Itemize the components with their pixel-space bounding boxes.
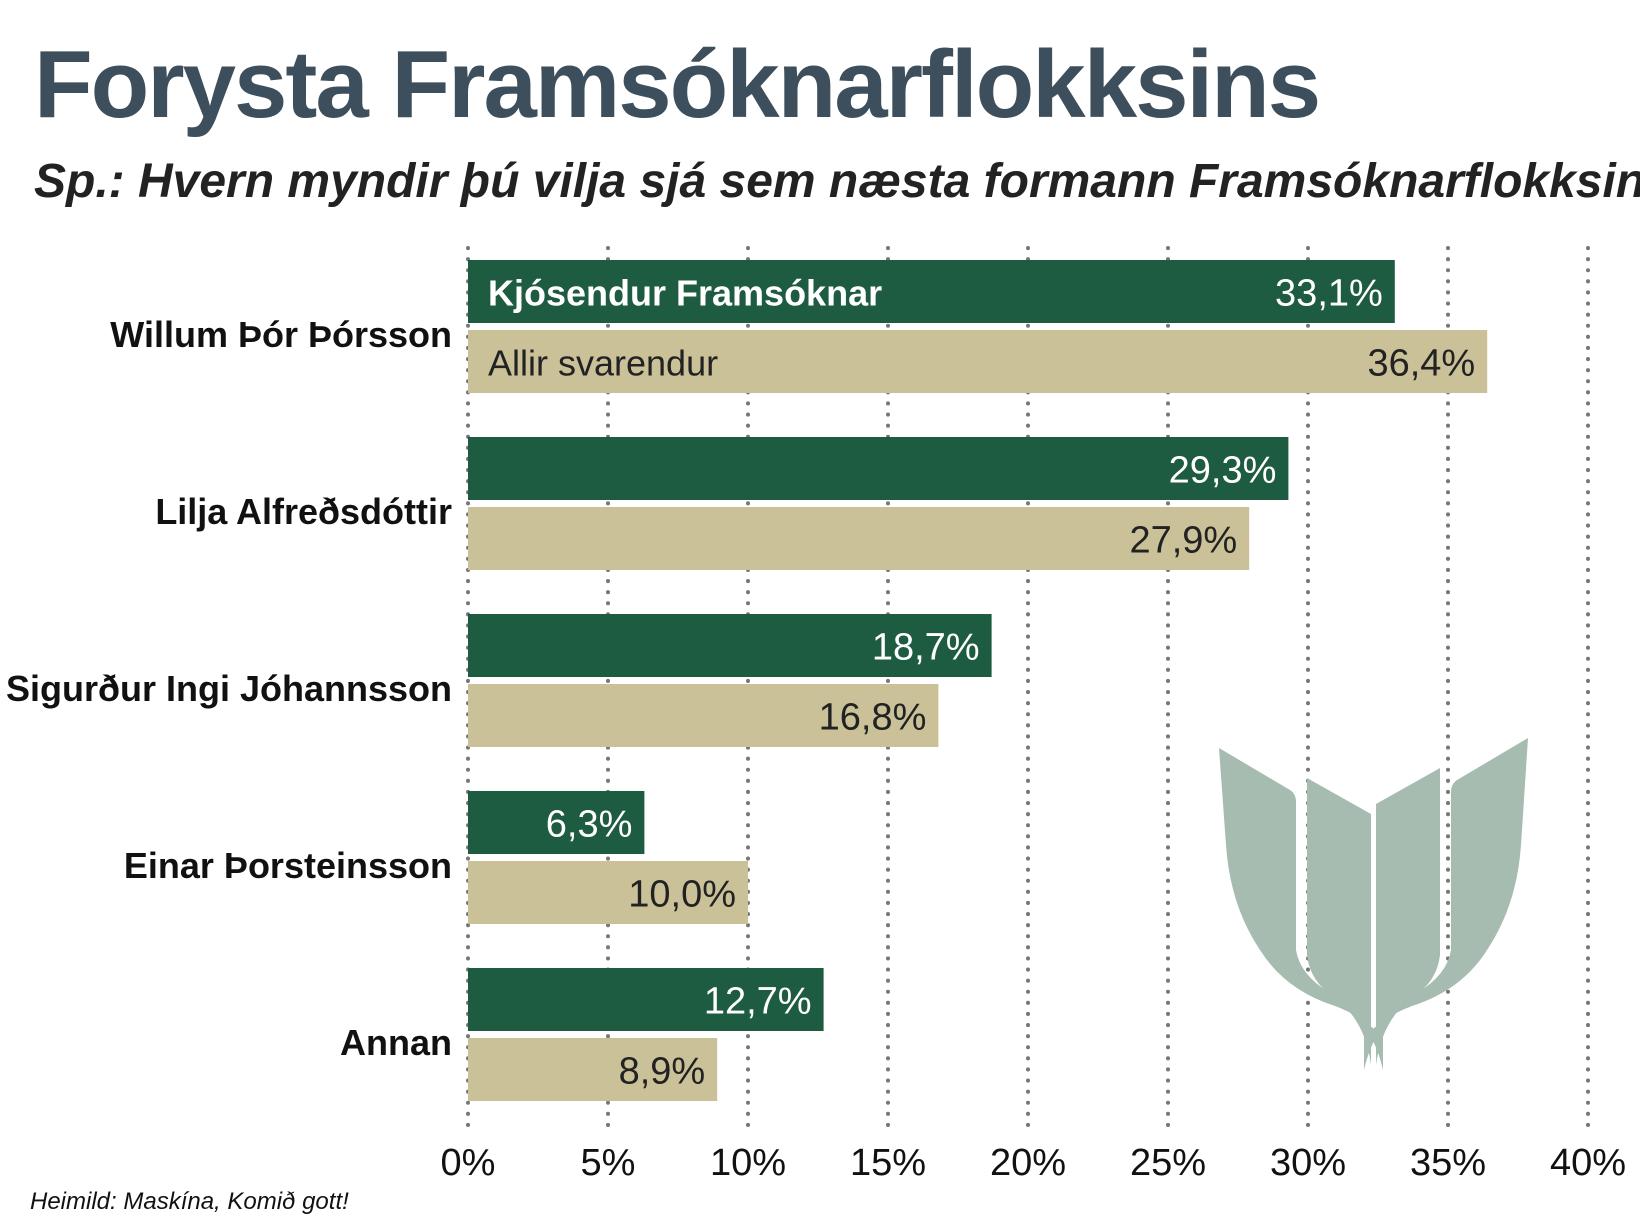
x-tick-label: 10% [710, 1142, 786, 1184]
bar-value-label: 33,1% [1275, 273, 1383, 315]
x-tick-label: 25% [1130, 1142, 1206, 1184]
bar-value-label: 18,7% [872, 627, 980, 669]
source-note: Heimild: Maskína, Komið gott! [30, 1188, 349, 1215]
legend-label: Kjósendur Framsóknar [488, 273, 882, 314]
category-label: Lilja Alfreðsdóttir [155, 491, 452, 532]
chart-subtitle: Sp.: Hvern myndir þú vilja sjá sem næsta… [34, 155, 1640, 208]
category-label: Sigurður Ingi Jóhannsson [6, 668, 452, 709]
bar-value-label: 27,9% [1129, 520, 1237, 562]
x-axis-ticks: 0% 5% 10% 15% 20% 25% 30% 35% 40% [441, 1142, 1626, 1184]
bar-party-voters [468, 614, 992, 677]
bar-party-voters [468, 791, 645, 854]
legend-label: Allir svarendur [488, 343, 718, 384]
category-label: Willum Þór Þórsson [110, 314, 452, 355]
bar-party-voters [468, 260, 1395, 323]
x-tick-label: 35% [1410, 1142, 1486, 1184]
bar-party-voters [468, 437, 1289, 500]
bar-value-label: 12,7% [704, 981, 812, 1023]
bar-all-respondents [468, 507, 1250, 570]
bar-value-label: 10,0% [628, 874, 736, 916]
x-tick-label: 30% [1270, 1142, 1346, 1184]
bar-all-respondents [468, 330, 1488, 393]
bar-all-respondents [468, 861, 748, 924]
bar-value-label: 8,9% [619, 1051, 706, 1093]
x-tick-label: 40% [1550, 1142, 1626, 1184]
bar-party-voters [468, 968, 824, 1031]
x-tick-label: 15% [850, 1142, 926, 1184]
bar-value-label: 29,3% [1169, 450, 1277, 492]
chart-title: Forysta Framsóknarflokksins [34, 31, 1321, 138]
x-tick-label: 20% [990, 1142, 1066, 1184]
x-tick-label: 5% [581, 1142, 636, 1184]
bar-all-respondents [468, 1038, 718, 1101]
framsokn-logo-icon [1219, 738, 1528, 1070]
bar-value-label: 36,4% [1367, 343, 1475, 385]
category-label: Annan [340, 1022, 452, 1063]
category-labels: Willum Þór Þórsson Lilja Alfreðsdóttir Sig… [6, 314, 452, 1063]
bar-value-label: 6,3% [546, 804, 633, 846]
x-tick-label: 0% [441, 1142, 496, 1184]
bars: 33,1% Kjósendur Framsóknar 36,4% Allir svar… [468, 260, 1488, 1101]
category-label: Einar Þorsteinsson [124, 845, 452, 886]
bar-all-respondents [468, 684, 939, 747]
bar-value-label: 16,8% [819, 697, 927, 739]
